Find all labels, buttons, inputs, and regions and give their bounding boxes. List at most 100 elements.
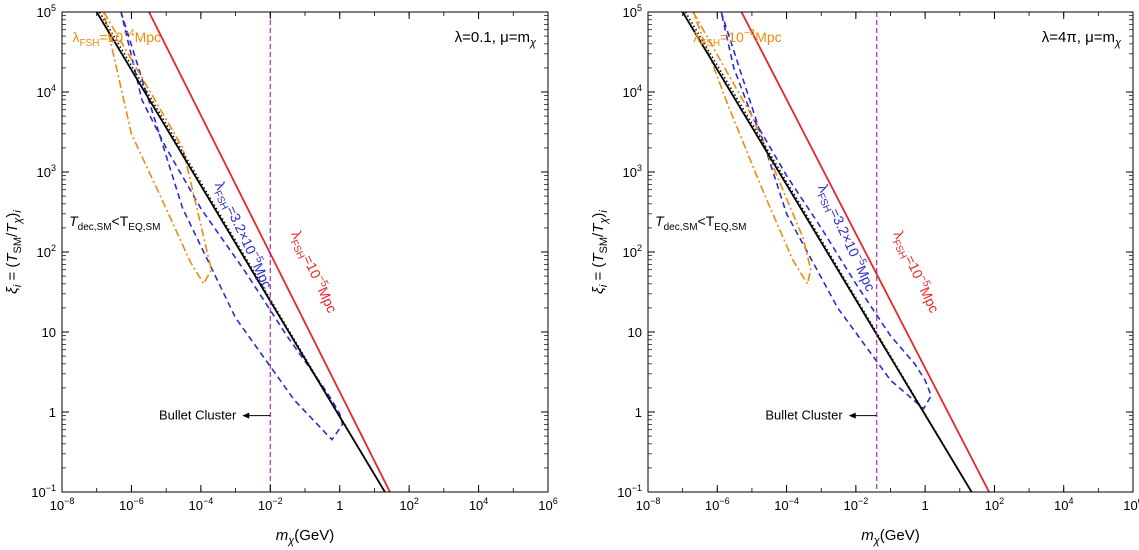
y-tick-label: 1 xyxy=(635,405,642,420)
x-tick-label: 10−6 xyxy=(705,496,730,513)
x-tick-base: 1 xyxy=(922,498,929,513)
x-tick-label: 102 xyxy=(399,496,418,513)
y-label-xi: ξ xyxy=(590,286,607,294)
y-tick-label: 105 xyxy=(623,3,642,20)
y-tick-base: 10 xyxy=(628,325,642,340)
x-tick-label: 10−4 xyxy=(188,496,213,513)
series-line-3 xyxy=(692,12,812,285)
y-tick-base: 10 xyxy=(617,485,631,500)
bullet-cluster-label: Bullet Cluster xyxy=(765,408,843,423)
y-label-chi: χ xyxy=(598,217,610,225)
chart-title-main: λ=0.1, μ=m xyxy=(455,29,530,46)
y-label-chi: χ xyxy=(12,217,24,225)
x-tick-label: 104 xyxy=(469,496,488,513)
x-tick-exp: −8 xyxy=(64,496,74,506)
lambda-unit: Mpc xyxy=(755,29,781,45)
y-tick-base: 10 xyxy=(37,85,51,100)
x-tick-exp: −4 xyxy=(789,496,799,506)
lambda-mid: =3.2×10 xyxy=(827,206,863,260)
y-tick-base: 10 xyxy=(42,325,56,340)
x-tick-label: 10−8 xyxy=(50,496,75,513)
x-axis-label-sub: χ xyxy=(287,535,295,547)
y-label-sm: SM xyxy=(12,237,24,254)
chart-title-sub: χ xyxy=(1114,37,1122,49)
x-tick-exp: 2 xyxy=(999,496,1004,506)
x-tick-exp: −6 xyxy=(719,496,729,506)
y-tick-base: 10 xyxy=(37,165,51,180)
tdec-mid: <T xyxy=(112,213,129,229)
y-axis-label: ξi = (TSM/Tχ)i xyxy=(590,210,610,294)
lambda-mid: =10 xyxy=(720,29,744,45)
lambda-unit: Mpc xyxy=(315,284,341,315)
x-tick-label: 1 xyxy=(336,498,343,513)
y-label-T: T xyxy=(590,252,607,263)
lambda-sub: FSH xyxy=(700,38,720,49)
bullet-cluster-arrowhead xyxy=(242,412,250,419)
y-label-i: i xyxy=(598,284,610,287)
y-tick-base: 1 xyxy=(49,405,56,420)
lambda-label-2: λFSH=3.2×10−5Mpc xyxy=(208,178,276,292)
x-axis-label: mχ(GeV) xyxy=(861,527,920,547)
y-tick-base: 10 xyxy=(623,245,637,260)
series-line-5 xyxy=(684,12,973,492)
lambda-sup: −5 xyxy=(251,250,266,265)
x-tick-label: 10−2 xyxy=(258,496,283,513)
chart-title: λ=0.1, μ=mχ xyxy=(455,29,537,49)
y-label-i: i xyxy=(12,284,24,287)
x-tick-base: 10 xyxy=(258,498,272,513)
y-tick-label: 1 xyxy=(49,405,56,420)
x-tick-exp: −2 xyxy=(272,496,282,506)
y-tick-exp: 5 xyxy=(637,3,642,13)
y-tick-exp: −1 xyxy=(632,483,642,493)
x-tick-exp: 4 xyxy=(1068,496,1073,506)
y-label-i2: i xyxy=(598,210,610,213)
chart-title-sub: χ xyxy=(529,37,537,49)
y-tick-label: 10 xyxy=(628,325,642,340)
series-group xyxy=(95,12,391,492)
y-label-slash: / xyxy=(4,232,21,237)
series-line-2 xyxy=(120,12,344,441)
x-tick-label: 10−6 xyxy=(119,496,144,513)
lambda-label-3: λFSH=10−5Mpc xyxy=(285,228,341,317)
x-axis-label-var: m xyxy=(276,527,289,544)
bullet-cluster-label: Bullet Cluster xyxy=(159,408,237,423)
x-tick-base: 10 xyxy=(119,498,133,513)
y-tick-exp: −1 xyxy=(46,483,56,493)
tdec-sub2: EQ,SM xyxy=(128,222,160,233)
lambda-unit: Mpc xyxy=(250,260,276,291)
y-label-eq: = ( xyxy=(590,263,607,285)
x-tick-label: 106 xyxy=(538,496,557,513)
y-label-xi: ξ xyxy=(4,286,21,294)
tdec-label: Tdec,SM<TEQ,SM xyxy=(655,213,746,233)
tdec-sub: dec,SM xyxy=(78,222,112,233)
y-label-T2: T xyxy=(4,222,21,233)
series-group xyxy=(681,12,990,492)
lambda-sup: −5 xyxy=(917,274,932,289)
x-tick-base: 10 xyxy=(774,498,788,513)
x-tick-label: 10−2 xyxy=(843,496,868,513)
lambda-sym: λ xyxy=(72,29,79,45)
x-tick-exp: −6 xyxy=(134,496,144,506)
lambda-label-1: λFSH=10−4Mpc xyxy=(72,28,161,49)
tdec-T: T xyxy=(655,213,665,229)
y-tick-label: 10−1 xyxy=(31,483,56,500)
y-label-i2: i xyxy=(12,210,24,213)
lambda-sup: −4 xyxy=(123,28,135,39)
y-tick-base: 10 xyxy=(37,245,51,260)
lambda-sup: −5 xyxy=(854,252,869,267)
x-axis-label: mχ(GeV) xyxy=(276,527,335,547)
lambda-sup: −5 xyxy=(315,274,330,289)
series-line-3 xyxy=(103,12,213,285)
y-tick-label: 104 xyxy=(623,83,642,100)
y-label-T2: T xyxy=(590,222,607,233)
y-tick-exp: 2 xyxy=(51,243,56,253)
x-tick-label: 102 xyxy=(985,496,1004,513)
chart-title-main: λ=4π, μ=m xyxy=(1042,29,1115,46)
x-tick-exp: −2 xyxy=(858,496,868,506)
x-tick-base: 10 xyxy=(538,498,552,513)
lambda-sup: −4 xyxy=(744,28,756,39)
y-tick-base: 10 xyxy=(623,5,637,20)
series-line-1 xyxy=(740,12,990,492)
x-tick-exp: 6 xyxy=(1138,496,1139,506)
